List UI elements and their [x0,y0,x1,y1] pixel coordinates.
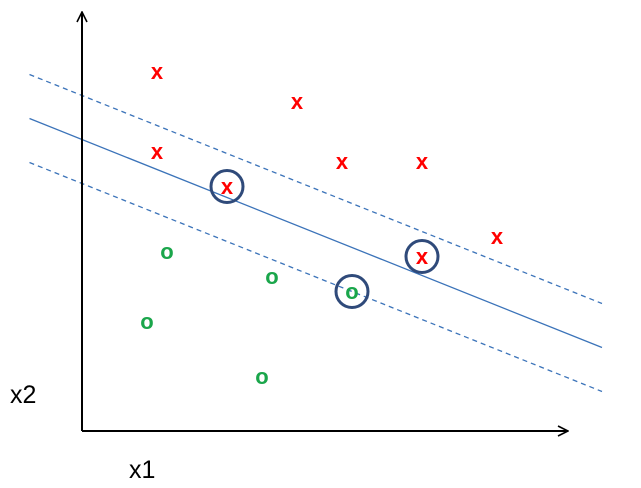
positive-point-x: x [416,244,429,269]
y-axis-label: x2 [10,381,37,409]
lower-margin-line [29,161,603,393]
positive-point-x: x [221,174,234,199]
negative-point-o: o [255,364,268,389]
upper-margin-line [29,73,603,305]
positive-point-x: x [416,149,429,174]
support-vector-ring [404,239,440,274]
points-layer: x x x x x x x x o o o o o [140,59,504,389]
positive-point-x: x [491,224,504,249]
negative-point-o: o [160,239,173,264]
negative-point-o: o [265,264,278,289]
support-vector-ring [209,169,245,204]
positive-point-x: x [336,149,349,174]
negative-point-o: o [140,309,153,334]
positive-point-x: x [291,89,304,114]
support-vector-ring [334,274,370,309]
decision-boundary-line [29,117,603,349]
lines-layer [29,73,603,393]
negative-point-o: o [345,279,358,304]
positive-point-x: x [151,59,164,84]
positive-point-x: x [151,139,164,164]
x-axis-label: x1 [129,456,156,484]
axes-layer [82,12,568,431]
